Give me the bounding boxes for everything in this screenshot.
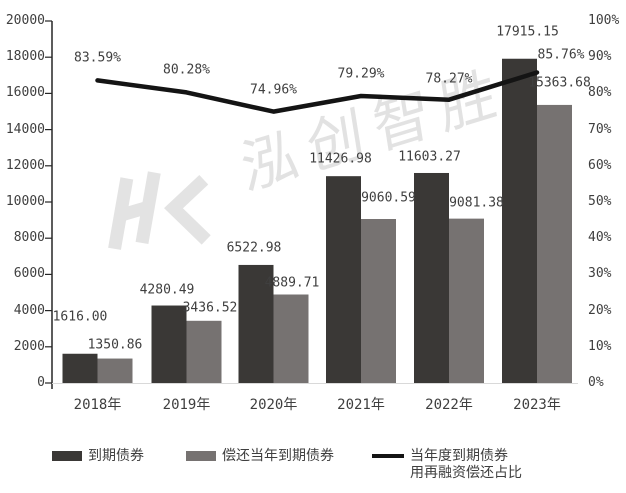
legend-label: 偿还当年到期债券 — [222, 448, 334, 464]
legend-label: 到期债券 — [88, 448, 144, 464]
legend-label: 当年度到期债券 用再融资偿还占比 — [410, 448, 522, 481]
matured-bond-bar — [151, 305, 187, 383]
repaid-bond-bar — [449, 218, 484, 383]
matured-bond-bar — [62, 353, 98, 383]
legend-label-line2: 用再融资偿还占比 — [410, 464, 522, 481]
matured-bond-bar — [238, 264, 274, 383]
watermark-hc-logo-icon — [108, 171, 211, 250]
repaid-bond-bar — [273, 294, 309, 383]
matured-bond-bar — [326, 176, 361, 383]
repaid-bond-bar — [97, 358, 133, 383]
legend-line-swatch-icon — [372, 454, 404, 458]
legend-item: 当年度到期债券 用再融资偿还占比 — [372, 448, 522, 481]
refinancing-ratio-line — [95, 70, 540, 114]
legend-bar-swatch-icon — [186, 451, 216, 461]
matured-bond-bar — [502, 58, 537, 384]
legend-item: 偿还当年到期债券 — [186, 448, 334, 465]
matured-bond-bar — [414, 172, 449, 383]
legend-bar-swatch-icon — [52, 451, 82, 461]
repaid-bond-bar — [186, 320, 222, 383]
repaid-bond-bar — [361, 219, 396, 383]
legend-item: 到期债券 — [52, 448, 144, 465]
repaid-bond-bar — [537, 104, 572, 383]
